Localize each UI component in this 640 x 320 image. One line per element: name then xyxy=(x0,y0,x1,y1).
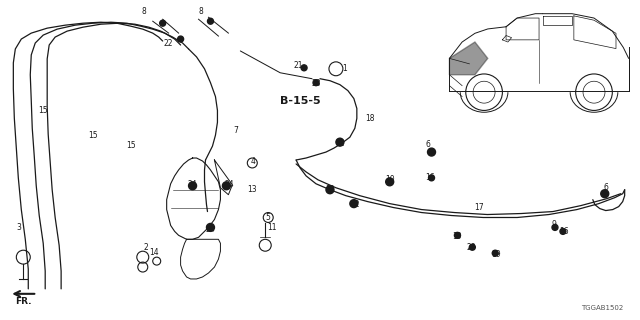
Text: 19: 19 xyxy=(325,185,335,194)
Polygon shape xyxy=(449,42,488,75)
Circle shape xyxy=(386,178,394,186)
Text: 3: 3 xyxy=(17,223,22,232)
Circle shape xyxy=(560,228,566,234)
Circle shape xyxy=(552,224,558,230)
Text: 2: 2 xyxy=(143,243,148,252)
Text: FR.: FR. xyxy=(15,297,31,306)
Circle shape xyxy=(428,148,435,156)
Circle shape xyxy=(454,232,460,238)
Text: 12: 12 xyxy=(350,200,360,209)
Circle shape xyxy=(313,80,319,86)
Text: 23: 23 xyxy=(311,79,321,88)
Circle shape xyxy=(350,200,358,208)
Circle shape xyxy=(189,182,196,190)
Text: 21: 21 xyxy=(293,61,303,70)
Text: 19: 19 xyxy=(492,250,501,259)
Text: 16: 16 xyxy=(425,173,435,182)
Circle shape xyxy=(207,18,214,24)
Circle shape xyxy=(223,182,230,190)
Text: 22: 22 xyxy=(164,38,173,48)
Text: 24: 24 xyxy=(188,180,197,189)
Text: 15: 15 xyxy=(126,140,136,150)
Text: 6: 6 xyxy=(425,140,430,148)
Text: 13: 13 xyxy=(248,185,257,194)
Text: 7: 7 xyxy=(233,126,238,135)
Circle shape xyxy=(492,250,498,256)
Text: 9: 9 xyxy=(552,220,556,229)
Text: 24: 24 xyxy=(225,180,234,189)
Text: 5: 5 xyxy=(266,213,271,222)
Text: TGGAB1502: TGGAB1502 xyxy=(581,305,623,311)
Circle shape xyxy=(207,223,214,231)
Circle shape xyxy=(160,20,166,26)
Circle shape xyxy=(336,138,344,146)
Text: 1: 1 xyxy=(342,64,348,73)
Text: 6: 6 xyxy=(604,183,608,192)
Text: 8: 8 xyxy=(198,7,203,16)
Text: 8: 8 xyxy=(141,7,146,16)
Circle shape xyxy=(178,36,184,42)
Circle shape xyxy=(469,244,476,250)
Text: 18: 18 xyxy=(365,114,374,123)
Circle shape xyxy=(601,190,609,198)
Text: 17: 17 xyxy=(474,203,484,212)
Text: 12: 12 xyxy=(335,139,345,148)
Circle shape xyxy=(326,186,334,194)
Text: 4: 4 xyxy=(251,157,256,166)
Text: 20: 20 xyxy=(467,243,476,252)
Text: 10: 10 xyxy=(385,175,394,184)
Text: 15: 15 xyxy=(38,106,48,115)
Text: 14: 14 xyxy=(149,248,159,257)
Circle shape xyxy=(301,65,307,71)
Text: 19: 19 xyxy=(452,232,462,241)
Circle shape xyxy=(429,175,435,181)
Text: 15: 15 xyxy=(88,131,98,140)
Text: 16: 16 xyxy=(559,227,569,236)
Text: B-15-5: B-15-5 xyxy=(280,96,321,106)
Text: 24: 24 xyxy=(205,225,215,234)
Text: 11: 11 xyxy=(268,223,277,232)
